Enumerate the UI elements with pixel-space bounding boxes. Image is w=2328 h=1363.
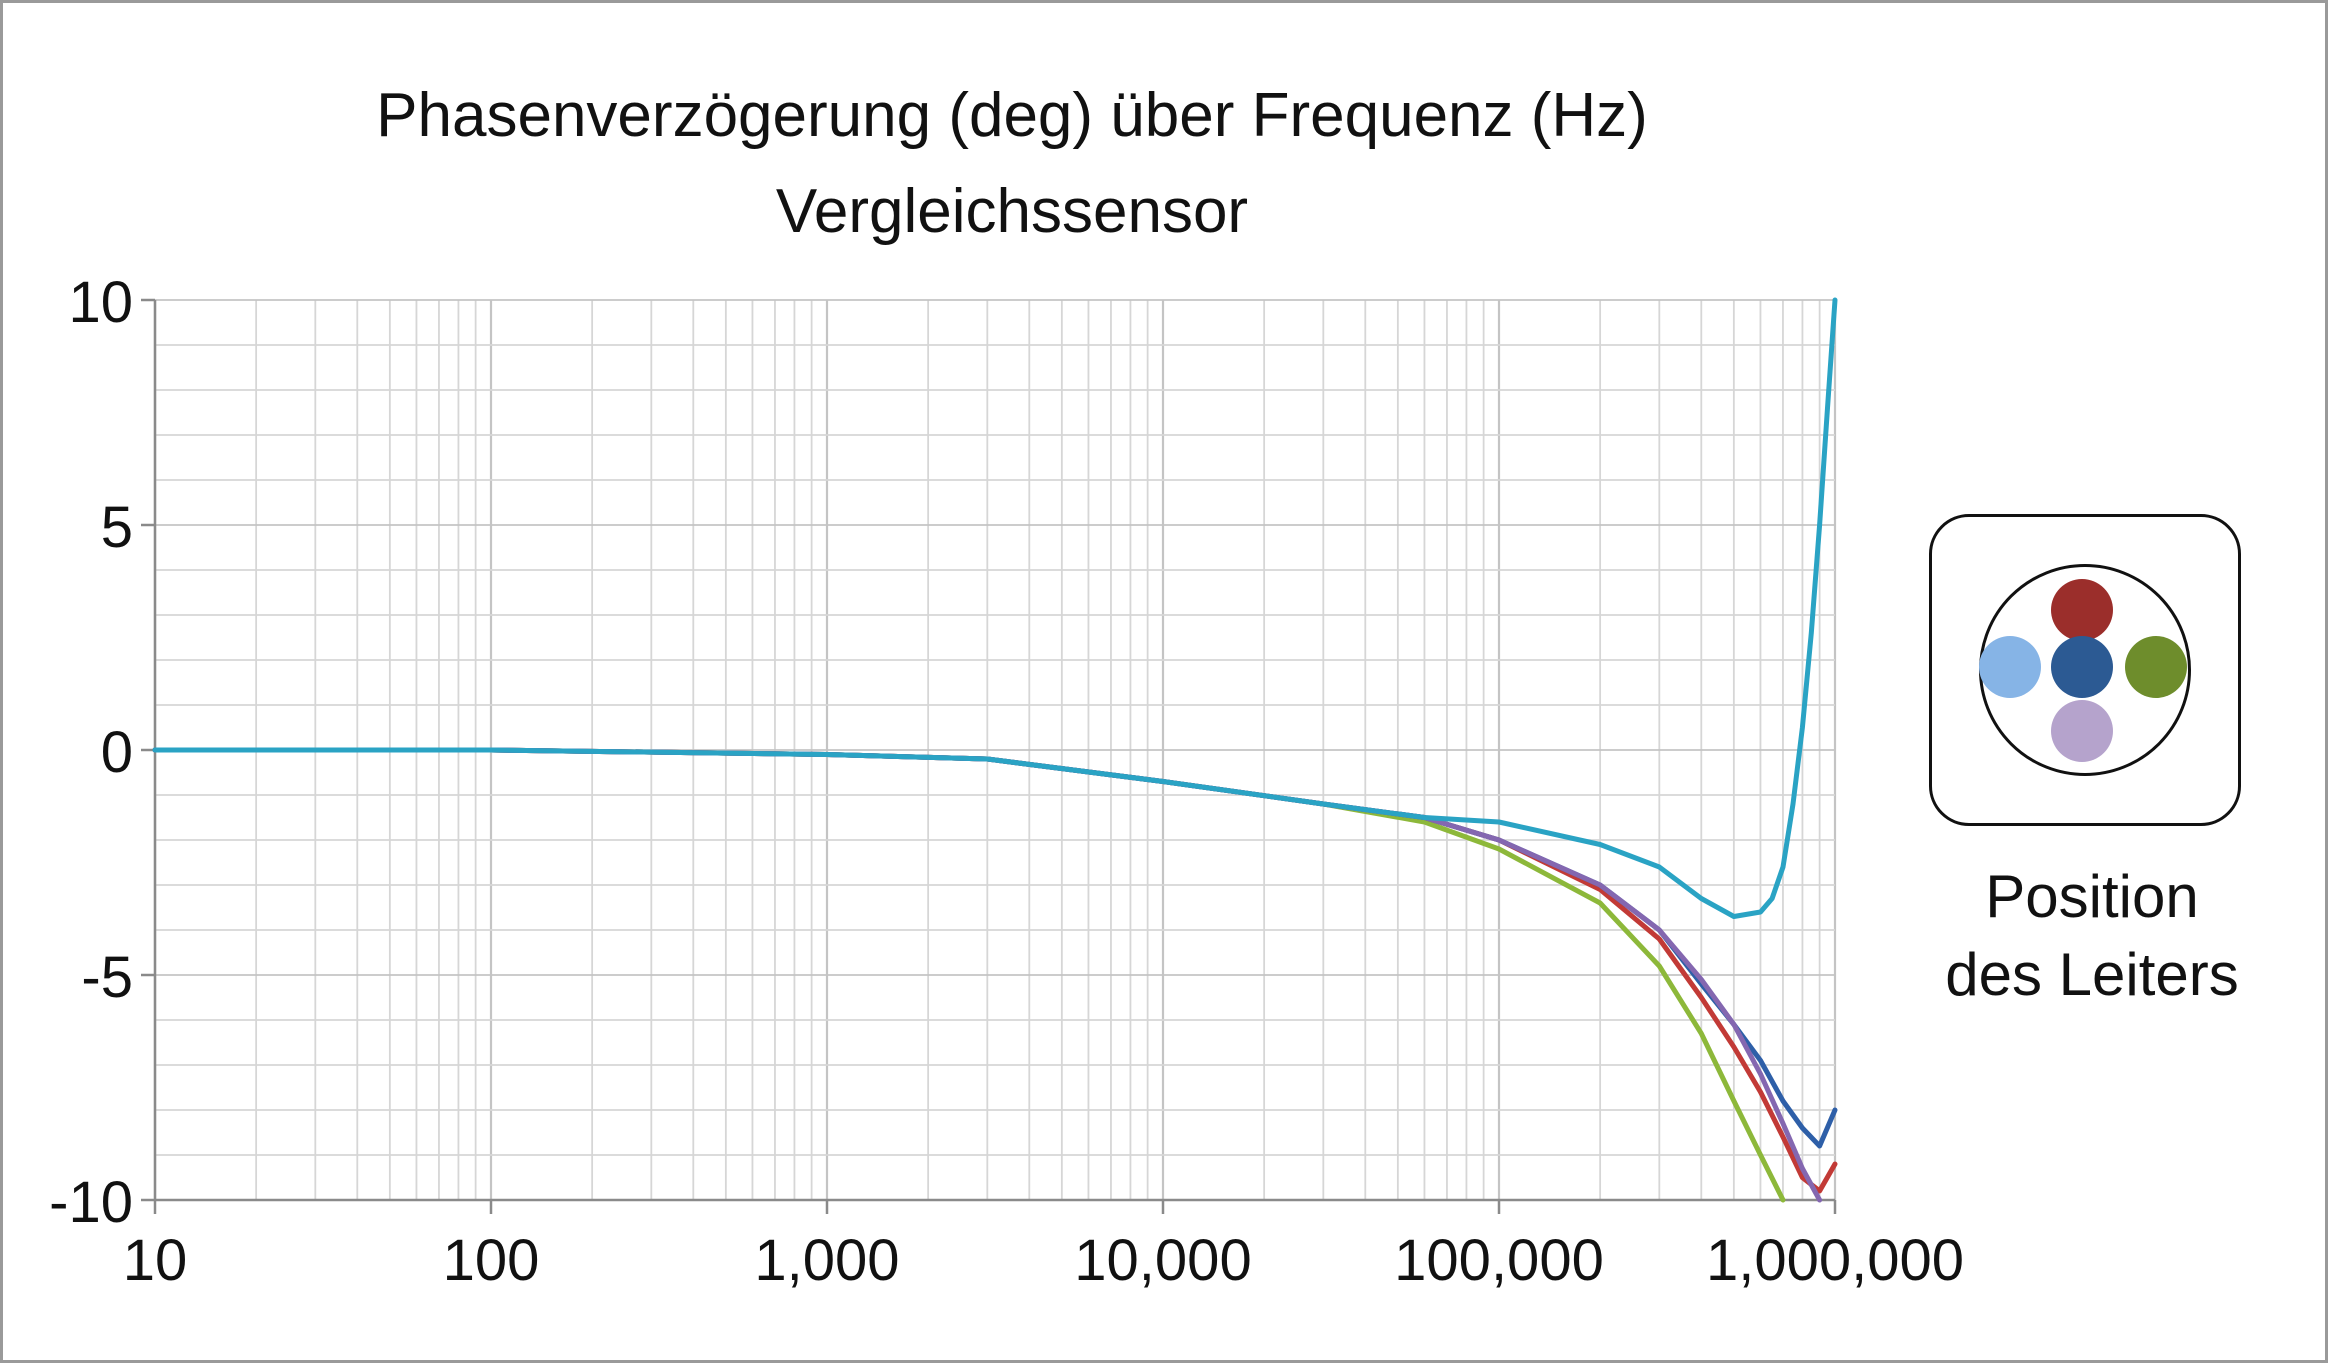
position-dot-bottom (2051, 700, 2113, 762)
chart-series (152, 297, 1838, 1203)
y-tick-label: 10 (68, 270, 133, 335)
y-tick-label: -10 (49, 1170, 133, 1235)
y-tick-label: 5 (101, 495, 133, 560)
series-line-5 (152, 297, 1838, 919)
conductor-position-legend (1929, 514, 2241, 826)
series-line-2 (152, 747, 1838, 1194)
x-tick-label: 10,000 (1074, 1228, 1251, 1293)
position-dot-left (1979, 636, 2041, 698)
y-tick-label: 0 (101, 720, 133, 785)
x-tick-label: 100,000 (1394, 1228, 1604, 1293)
y-tick-label: -5 (81, 945, 133, 1010)
legend-caption: Position des Leiters (1902, 858, 2282, 1014)
chart-title: Phasenverzögerung (deg) über Frequenz (H… (376, 81, 1648, 150)
position-dot-top (2051, 579, 2113, 641)
x-tick-label: 1,000,000 (1706, 1228, 1964, 1293)
x-tick-label: 10 (123, 1228, 188, 1293)
conductor-outline-icon (1979, 564, 2191, 776)
x-tick-label: 100 (443, 1228, 540, 1293)
series-line-3 (152, 747, 1838, 1149)
chart-subtitle: Vergleichssensor (775, 177, 1249, 246)
position-dot-right (2125, 636, 2187, 698)
legend-caption-line2: des Leiters (1945, 941, 2239, 1008)
legend-caption-line1: Position (1985, 863, 2199, 930)
position-dot-center (2051, 636, 2113, 698)
x-tick-label: 1,000 (754, 1228, 899, 1293)
